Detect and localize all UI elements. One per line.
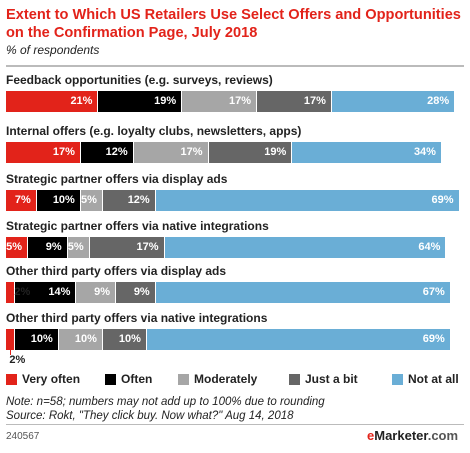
bar-segment: 34%: [292, 142, 442, 163]
label-connector: [10, 340, 12, 355]
data-label: 17%: [180, 146, 203, 158]
bar-segment: 12%: [102, 190, 156, 211]
data-label: 2%: [14, 286, 31, 298]
data-label: 69%: [431, 194, 454, 206]
chart-title: Extent to Which US Retailers Use Select …: [6, 7, 461, 41]
data-label: 67%: [422, 286, 445, 298]
legend-swatch: [392, 374, 403, 385]
data-label: 17%: [52, 146, 75, 158]
data-label: 19%: [154, 95, 177, 107]
data-label: 64%: [418, 241, 441, 253]
legend-label: Very often: [22, 372, 81, 386]
brand-suffix: .com: [427, 428, 459, 443]
category-label: Other third party offers via display ads: [6, 264, 227, 278]
data-label: 5%: [80, 194, 97, 206]
data-label: 17%: [136, 241, 159, 253]
data-label: 34%: [413, 146, 436, 158]
stacked-bar: 21% 19% 17% 17% 28%: [6, 91, 464, 112]
legend-label: Just a bit: [305, 372, 358, 386]
stacked-bar: 17% 12% 17% 19% 34%: [6, 142, 464, 163]
bar-segment: 5%: [67, 237, 90, 258]
legend-label: Not at all: [408, 372, 459, 386]
legend-swatch: [105, 374, 116, 385]
bar-segment: 69%: [155, 190, 460, 211]
bar-segment: 10%: [102, 329, 147, 350]
bar-segment: 17%: [182, 91, 257, 112]
bar-segment: 21%: [6, 91, 99, 112]
bar-segment: 12%: [80, 142, 134, 163]
chart-subtitle: % of respondents: [6, 43, 100, 57]
data-label: 69%: [422, 333, 445, 345]
bar-segment: 28%: [331, 91, 456, 112]
bar-segment: 9%: [28, 237, 68, 258]
category-label: Strategic partner offers via native inte…: [6, 219, 269, 233]
data-label: 19%: [264, 146, 287, 158]
bar-segment: 5%: [80, 190, 103, 211]
data-label: 9%: [94, 286, 111, 298]
data-label: 12%: [127, 194, 150, 206]
data-label: 10%: [74, 333, 97, 345]
brand-name: Marketer: [374, 428, 428, 443]
source-text: Source: Rokt, "They click buy. Now what?…: [6, 410, 294, 422]
bar-segment: 17%: [6, 142, 81, 163]
stacked-bar: 14% 9% 9% 67%: [6, 282, 464, 303]
bar-segment: 7%: [6, 190, 37, 211]
data-label: 12%: [105, 146, 128, 158]
data-label: 9%: [45, 241, 62, 253]
data-label: 9%: [133, 286, 150, 298]
legend-swatch: [289, 374, 300, 385]
note-text: Note: n=58; numbers may not add up to 10…: [6, 396, 325, 408]
category-label: Strategic partner offers via display ads: [6, 172, 228, 186]
data-label: 7%: [14, 194, 31, 206]
data-label: 10%: [118, 333, 141, 345]
stacked-bar: 5% 9% 5% 17% 64%: [6, 237, 464, 258]
bar-segment: 10%: [58, 329, 103, 350]
category-label: Other third party offers via native inte…: [6, 311, 268, 325]
data-label: 10%: [30, 333, 53, 345]
bar-segment: 14%: [14, 282, 77, 303]
chart-legend: Very often Often Moderately Just a bit Not a…: [6, 372, 464, 387]
data-label: 2%: [9, 354, 26, 366]
small-value-marker: [8, 337, 14, 342]
chart-id: 240567: [6, 431, 40, 442]
stacked-bar: 7% 10% 5% 12% 69%: [6, 190, 464, 211]
data-label: 28%: [427, 95, 450, 107]
bar-segment: 67%: [155, 282, 451, 303]
bar-segment: 64%: [164, 237, 447, 258]
bar-segment: 9%: [76, 282, 117, 303]
bar-segment: 10%: [36, 190, 81, 211]
bar-segment: 19%: [208, 142, 293, 163]
legend-swatch: [178, 374, 189, 385]
data-label: 21%: [70, 95, 93, 107]
bar-segment: 17%: [257, 91, 332, 112]
bar-segment: 69%: [146, 329, 451, 350]
brand-logo[interactable]: eMarketer.com: [367, 428, 458, 443]
category-label: Feedback opportunities (e.g. surveys, re…: [6, 73, 273, 87]
legend-swatch: [6, 374, 17, 385]
bar-segment: 17%: [89, 237, 165, 258]
data-label: 5%: [67, 241, 84, 253]
legend-label: Often: [121, 372, 153, 386]
footer-divider: [6, 424, 464, 425]
stacked-bar: 10% 10% 10% 69%: [6, 329, 464, 350]
data-label: 5%: [6, 241, 23, 253]
chart-notes: Note: n=58; numbers may not add up to 10…: [6, 395, 325, 423]
bar-segment: 17%: [133, 142, 209, 163]
category-label: Internal offers (e.g. loyalty clubs, new…: [6, 124, 302, 138]
bar-segment: 19%: [98, 91, 183, 112]
bar-segment: 5%: [6, 237, 29, 258]
legend-label: Moderately: [194, 372, 258, 386]
data-label: 10%: [52, 194, 75, 206]
data-label: 17%: [303, 95, 326, 107]
brand-prefix: e: [367, 428, 375, 443]
small-value-marker: [8, 290, 14, 295]
bar-segment: 9%: [116, 282, 156, 303]
data-label: 17%: [228, 95, 251, 107]
title-divider: [6, 65, 464, 67]
data-label: 14%: [48, 286, 71, 298]
bar-segment: 10%: [14, 329, 59, 350]
